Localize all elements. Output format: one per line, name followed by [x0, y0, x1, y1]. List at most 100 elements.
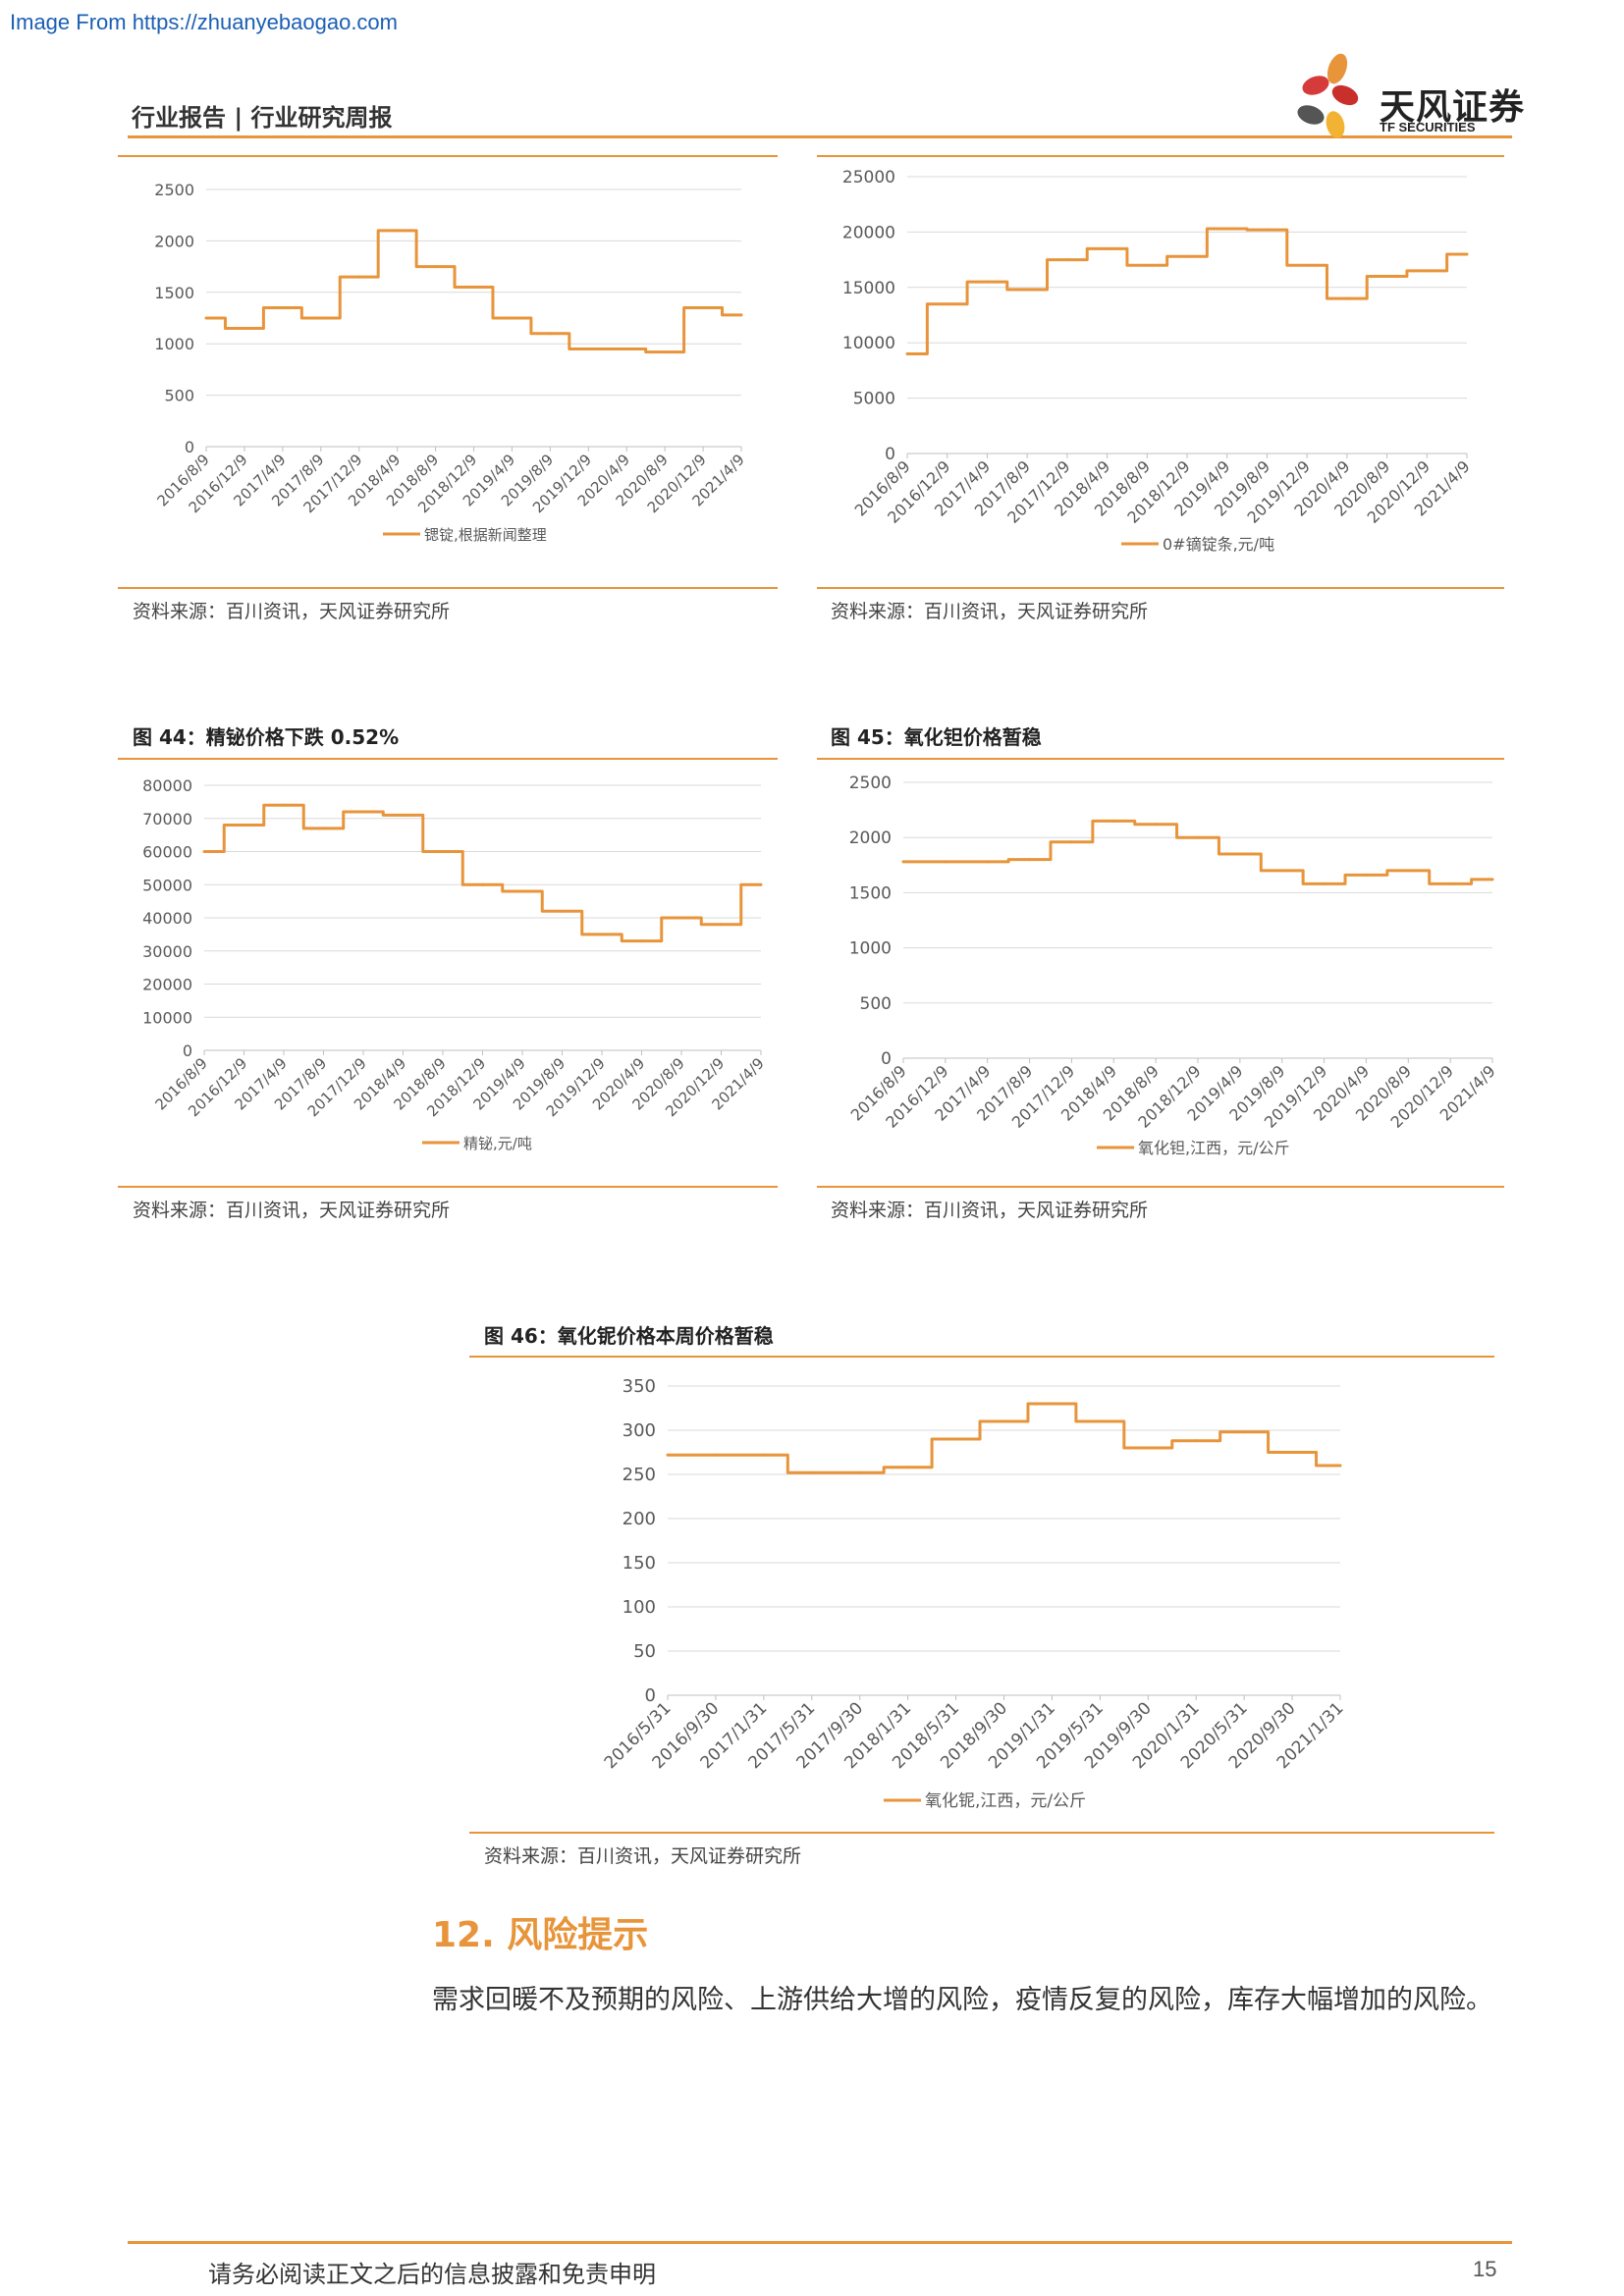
y-tick-label: 5000	[853, 390, 895, 409]
legend-label: 0#镝锭条,元/吨	[1163, 535, 1274, 554]
data-point	[1338, 1464, 1342, 1468]
data-point	[1050, 1402, 1054, 1406]
y-tick-label: 350	[623, 1376, 656, 1397]
dysprosium-price-chart: 05000100001500020000250002016/8/92016/12…	[842, 168, 1474, 554]
data-point	[441, 850, 445, 853]
chart-source: 资料来源：百川资讯，天风证券研究所	[133, 1200, 451, 1221]
data-point	[905, 351, 909, 355]
data-point	[1225, 227, 1229, 231]
panel-bottom-rule	[118, 587, 778, 589]
data-point	[322, 827, 325, 830]
risk-paragraph: 需求回暖不及预期的风险、上游供给大增的风险，疫情反复的风险，库存大幅增加的风险。	[432, 1985, 1492, 2015]
section-heading: 12. 风险提示	[432, 1915, 649, 1955]
series-line	[903, 819, 1492, 885]
y-tick-label: 80000	[142, 776, 192, 795]
data-point	[1305, 263, 1309, 267]
data-point	[600, 933, 604, 936]
data-point	[1406, 869, 1410, 873]
y-tick-label: 15000	[842, 279, 895, 298]
panel-top-rule	[118, 758, 778, 760]
logo-petals-icon	[1297, 53, 1359, 138]
y-tick-label: 40000	[142, 909, 192, 928]
y-tick-label: 70000	[142, 810, 192, 828]
legend-label: 氧化钽,江西，元/公斤	[1138, 1139, 1289, 1157]
data-point	[1385, 275, 1389, 279]
data-point	[1025, 288, 1029, 292]
legend-label: 精铋,元/吨	[463, 1135, 532, 1152]
header-divider	[128, 135, 1512, 138]
y-tick-label: 150	[623, 1553, 656, 1574]
report-header-title: 行业报告 | 行业研究周报	[132, 104, 393, 132]
panel-bottom-rule	[817, 587, 1504, 589]
y-tick-label: 1500	[849, 883, 892, 903]
data-point	[1242, 1430, 1246, 1434]
data-point	[663, 350, 667, 354]
data-point	[1145, 263, 1149, 267]
data-point	[586, 347, 590, 350]
panel-top-rule	[817, 758, 1504, 760]
logo-text-cn: 天风证券	[1380, 87, 1526, 128]
y-tick-label: 0	[885, 445, 895, 464]
data-point	[986, 860, 990, 864]
y-tick-label: 100	[623, 1597, 656, 1618]
y-tick-label: 50	[633, 1641, 656, 1662]
data-point	[243, 326, 246, 330]
footer-divider	[128, 2241, 1512, 2244]
data-point	[281, 306, 285, 310]
data-point	[510, 316, 514, 320]
chart-source: 资料来源：百川资讯，天风证券研究所	[133, 601, 451, 622]
data-point	[701, 306, 705, 310]
data-point	[720, 923, 723, 927]
y-tick-label: 20000	[842, 223, 895, 242]
panel-top-rule	[469, 1356, 1494, 1358]
data-point	[1028, 858, 1032, 862]
y-tick-label: 0	[881, 1049, 892, 1069]
data-point	[759, 882, 763, 886]
data-point	[906, 1466, 910, 1469]
data-point	[1098, 1419, 1102, 1423]
data-point	[1238, 852, 1242, 856]
y-tick-label: 2000	[154, 232, 194, 250]
data-point	[1425, 269, 1429, 273]
tf-logo	[1286, 51, 1375, 144]
data-point	[714, 1453, 718, 1457]
data-point	[1196, 835, 1200, 839]
data-point	[1002, 1419, 1005, 1423]
data-point	[946, 302, 949, 306]
data-point	[985, 280, 989, 284]
legend-label: 氧化铌,江西，元/公斤	[925, 1791, 1086, 1811]
data-point	[944, 860, 947, 864]
data-point	[679, 916, 683, 920]
data-point	[1323, 881, 1326, 885]
data-point	[762, 1453, 766, 1457]
data-point	[1345, 296, 1349, 300]
figure-title: 图 46：氧化铌价格本周价格暂稳	[484, 1324, 774, 1348]
strontium-price-chart: 050010001500200025002016/8/92016/12/9201…	[153, 181, 747, 544]
niobium-oxide-price-chart: 0501001502002503003502016/5/312016/9/302…	[601, 1376, 1348, 1811]
chart-source: 资料来源：百川资讯，天风证券研究所	[831, 1200, 1149, 1221]
series-line	[204, 803, 761, 943]
data-point	[624, 347, 628, 350]
data-point	[1280, 869, 1284, 873]
data-point	[1106, 246, 1110, 250]
data-point	[548, 332, 552, 336]
data-point	[858, 1470, 862, 1474]
data-point	[1265, 228, 1269, 232]
data-point	[640, 939, 643, 943]
data-point	[402, 813, 405, 817]
data-point	[1465, 252, 1469, 256]
y-tick-label: 60000	[142, 843, 192, 862]
series-line	[206, 229, 741, 354]
y-tick-label: 25000	[842, 168, 895, 187]
data-point	[243, 824, 245, 827]
watermark-link[interactable]: Image From https://zhuanyebaogao.com	[10, 10, 398, 34]
y-tick-label: 200	[623, 1509, 656, 1529]
data-point	[1194, 1439, 1198, 1443]
data-point	[357, 275, 361, 279]
series-line	[907, 227, 1467, 355]
y-tick-label: 2500	[849, 774, 892, 793]
y-tick-label: 20000	[142, 976, 192, 994]
data-point	[901, 860, 905, 864]
y-tick-label: 1000	[154, 335, 194, 353]
data-point	[1448, 881, 1452, 885]
